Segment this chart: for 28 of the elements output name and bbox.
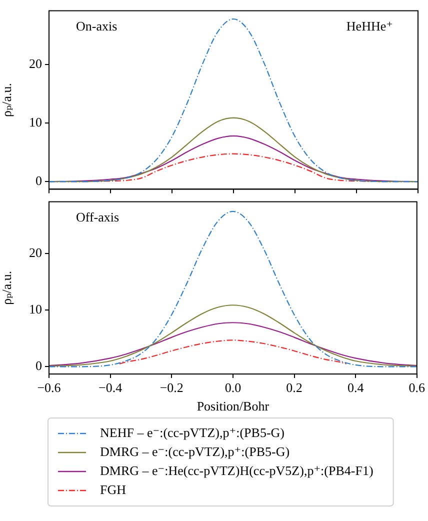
x-axis-title: Position/Bohr — [196, 398, 270, 414]
line-series — [49, 210, 417, 368]
y-axis-title: ρₚ/a.u. — [0, 82, 14, 118]
x-tick-label: 0.0 — [224, 380, 242, 396]
x-tick-label: 0.6 — [408, 380, 426, 396]
y-tick-label: 20 — [29, 245, 42, 260]
x-tick-label: −0.6 — [37, 380, 62, 396]
line-series — [49, 18, 418, 182]
y-tick-label: 0 — [36, 358, 42, 374]
x-tick-label: −0.4 — [98, 380, 123, 396]
line-series — [49, 304, 417, 367]
annotation: On-axis — [76, 18, 118, 34]
x-tick-label: 0.2 — [286, 380, 302, 396]
legend-label: DMRG – e⁻:He(cc-pVTZ)H(cc-pV5Z),p⁺:(PB4-F1) — [100, 462, 374, 478]
y-tick-label: 0 — [36, 173, 42, 188]
y-tick-label: 10 — [29, 114, 42, 130]
legend-label: DMRG – e⁻:(cc-pVTZ),p⁺:(PB5-G) — [100, 444, 290, 459]
annotation: Off-axis — [76, 210, 120, 225]
legend-label: FGH — [100, 482, 126, 497]
y-axis-title: ρₚ/a.u. — [0, 270, 14, 305]
x-tick-label: 0.4 — [347, 380, 364, 396]
y-tick-label: 10 — [29, 302, 42, 317]
legend-label: NEHF – e⁻:(cc-pVTZ),p⁺:(PB5-G) — [100, 424, 284, 440]
annotation: HeHHe⁺ — [346, 18, 393, 34]
x-tick-label: −0.2 — [160, 380, 184, 396]
y-tick-label: 20 — [29, 56, 42, 72]
line-series — [118, 340, 347, 364]
line-series — [49, 322, 417, 366]
